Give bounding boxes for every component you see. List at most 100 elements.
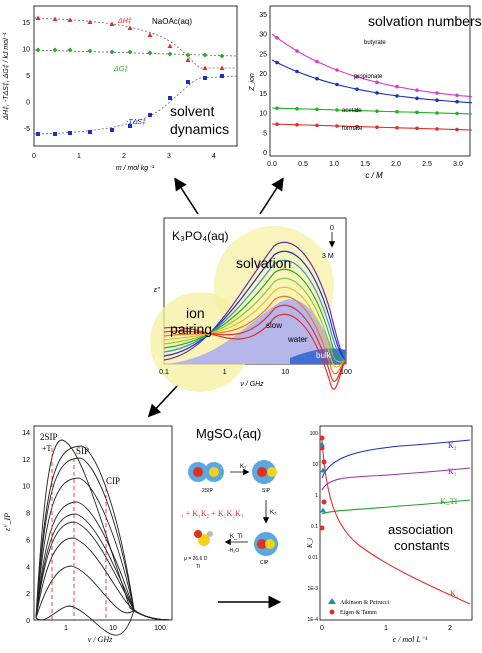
acetate-point-17 [355, 108, 359, 113]
kti-arrow-label: K_TI [230, 534, 243, 540]
formate-point-9 [315, 123, 319, 128]
x-tick-labels: 0 1 2 [320, 625, 452, 632]
solvation-numbers-panel: solvation numbers butyrate propionate acet… [244, 0, 482, 190]
tl-xtick-3: 3 [167, 153, 171, 160]
cip-label: CIP [260, 560, 269, 566]
tds-point-7 [168, 96, 172, 100]
propionate-point-17 [355, 87, 359, 91]
y-axis-label: Z_ion [249, 73, 256, 92]
2sip-label: 2SIP [202, 488, 214, 494]
mid-xtick-2: 10 [281, 369, 289, 376]
tl-ytick-3: 0 [26, 100, 30, 107]
dh-point-2 [67, 17, 73, 22]
y-tick-labels: 35 30 25 20 15 10 5 0 [259, 12, 267, 157]
acetate-point-29 [415, 110, 419, 115]
formate-point-25 [395, 126, 399, 130]
atkinson-point-1 [320, 467, 326, 473]
spectrum-2 [163, 259, 347, 363]
x-axis-label: c / mol L⁻¹ [393, 635, 428, 644]
ion-pair-scheme: MgSO₄(aq) 2SIP SIP K₁ K(c) = K₁ + K₁K₂ +… [152, 426, 278, 570]
tl-ytick-1: 10 [22, 47, 30, 54]
arrow-to-mgso4 [147, 384, 179, 418]
butyrate-point-37 [455, 93, 459, 98]
dh-point-0 [35, 15, 41, 20]
dh-point-5 [127, 25, 133, 30]
ion-pair-spectra-chart: 2SIP +T SIP CIP 14 12 10 8 6 4 2 0 1 10 100 ε″_IP… [3, 425, 173, 644]
dg-point-2 [67, 47, 73, 53]
dg-point-3 [87, 48, 93, 54]
dh-point-7 [167, 43, 173, 48]
spectrum-1 [163, 250, 347, 363]
spectrum-7 [163, 304, 347, 382]
eigen-point-2 [321, 459, 327, 465]
x-tick-labels: 0.0 0.5 1.0 1.5 2.0 2.5 3.0 [267, 161, 463, 168]
dh-point-8 [185, 57, 191, 62]
mid-xtick-1: 1 [223, 369, 227, 376]
tl-ytick-4: -5 [24, 126, 30, 133]
sip-label: SIP [262, 488, 271, 494]
eigen-point-1 [319, 445, 325, 451]
k1-arrow-label: K₁ [240, 464, 246, 470]
x-tick-labels: 0 1 2 3 4 [32, 153, 216, 160]
k3po4-spectrum-panel: K₃PO₄(aq) solvation ion pairing slow wat… [140, 210, 360, 400]
propionate-point-21 [375, 91, 379, 95]
br-ytick-3: 0.1 [311, 524, 318, 530]
acetate-label: acetate [342, 108, 362, 114]
bl-xtick-2: 100 [154, 625, 166, 632]
2sip-species-icon [188, 462, 224, 482]
ion-pair-spectra-panel: 2SIP +T SIP CIP 14 12 10 8 6 4 2 0 1 10 100 ε″_IP… [0, 418, 180, 648]
k3-curve-label: K₃ [448, 467, 457, 476]
formate-point-33 [435, 127, 439, 131]
tr-ytick-0: 35 [259, 12, 267, 19]
acetate-point-37 [455, 111, 459, 116]
bl-ytick-1: 12 [22, 457, 30, 464]
legend: Atkinson & Petrucci Eigen & Tamm [328, 598, 390, 616]
concentration-spectra [163, 241, 347, 390]
propionate-point-1 [275, 60, 279, 65]
arrow-to-solvation [259, 177, 284, 215]
propionate-point-5 [295, 69, 299, 74]
solvent-dynamics-panel: NaOAc(aq) ΔH‡ ΔG‡ -TΔS‡ solvent dynamics… [0, 0, 242, 190]
solvation-data-points [275, 36, 459, 132]
tr-ytick-7: 0 [263, 150, 267, 157]
dh-point-9 [202, 65, 208, 70]
k1-curve [321, 439, 471, 605]
propionate-point-33 [435, 98, 439, 102]
acetate-point-13 [335, 108, 339, 112]
k1-curve-label: K₁ [450, 589, 459, 598]
ti-label: TI [196, 564, 200, 570]
br-xtick-1: 1 [384, 625, 388, 632]
tr-xtick-4: 2.0 [391, 161, 401, 168]
dh-point-4 [109, 21, 115, 26]
k2-curve-label: K₂ [448, 441, 457, 450]
x-axis-label: ν / GHz [240, 381, 264, 388]
caption-dynamics: dynamics [170, 121, 229, 137]
spectrum-4 [163, 277, 347, 363]
butyrate-point-1 [275, 36, 279, 40]
label-2sip: 2SIP [40, 432, 58, 442]
solvation-numbers-chart: solvation numbers butyrate propionate acet… [249, 5, 482, 180]
bl-ytick-7: 0 [26, 618, 30, 625]
tds-point-4 [110, 128, 114, 132]
br-ytick-6: 1E-4 [307, 617, 318, 623]
pairing-label: pairing [170, 321, 212, 337]
tds-point-2 [68, 131, 72, 135]
sip-species-icon [252, 460, 277, 484]
label-sip: SIP [76, 446, 89, 456]
legend-eigen: Eigen & Tamm [340, 610, 377, 616]
formate-point-37 [455, 127, 459, 132]
butyrate-point-13 [335, 68, 339, 72]
acetate-point-9 [315, 107, 319, 112]
conc-top-label: 0 [330, 225, 334, 232]
tds-point-9 [203, 76, 207, 80]
conc-bottom-label: 3 M [322, 253, 334, 260]
y-axis-label: ε″ [154, 287, 160, 294]
tr-xtick-0: 0.0 [267, 161, 277, 168]
br-ytick-1: 10 [312, 462, 318, 468]
activation-parameters-chart: NaOAc(aq) ΔH‡ ΔG‡ -TΔS‡ solvent dynamics… [3, 5, 238, 172]
tr-xtick-3: 1.5 [360, 161, 370, 168]
cip-species-icon [254, 532, 278, 556]
y-axis-label: K_i [306, 538, 314, 549]
y-tick-labels: 100 10 1 0.1 0.01 1E-3 1E-4 [307, 431, 318, 623]
